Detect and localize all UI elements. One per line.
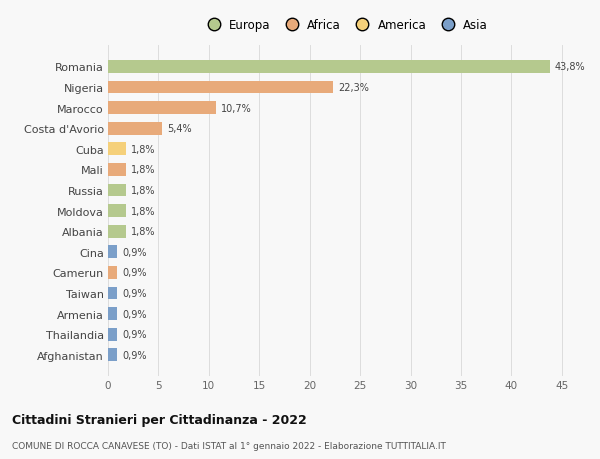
Bar bbox=[108, 225, 126, 238]
Bar bbox=[108, 205, 126, 218]
Text: COMUNE DI ROCCA CANAVESE (TO) - Dati ISTAT al 1° gennaio 2022 - Elaborazione TUT: COMUNE DI ROCCA CANAVESE (TO) - Dati IST… bbox=[12, 441, 446, 450]
Text: Cittadini Stranieri per Cittadinanza - 2022: Cittadini Stranieri per Cittadinanza - 2… bbox=[12, 413, 307, 426]
Bar bbox=[108, 349, 117, 361]
Bar bbox=[108, 81, 333, 94]
Legend: Europa, Africa, America, Asia: Europa, Africa, America, Asia bbox=[199, 16, 491, 35]
Bar bbox=[108, 328, 117, 341]
Text: 0,9%: 0,9% bbox=[122, 350, 146, 360]
Bar bbox=[108, 61, 550, 73]
Text: 43,8%: 43,8% bbox=[555, 62, 586, 72]
Bar bbox=[108, 246, 117, 258]
Bar bbox=[108, 123, 163, 135]
Text: 5,4%: 5,4% bbox=[167, 124, 192, 134]
Text: 22,3%: 22,3% bbox=[338, 83, 369, 93]
Text: 0,9%: 0,9% bbox=[122, 268, 146, 278]
Text: 0,9%: 0,9% bbox=[122, 309, 146, 319]
Bar bbox=[108, 184, 126, 197]
Text: 0,9%: 0,9% bbox=[122, 288, 146, 298]
Text: 10,7%: 10,7% bbox=[221, 103, 252, 113]
Text: 0,9%: 0,9% bbox=[122, 330, 146, 339]
Text: 0,9%: 0,9% bbox=[122, 247, 146, 257]
Bar bbox=[108, 102, 216, 115]
Text: 1,8%: 1,8% bbox=[131, 165, 155, 175]
Bar bbox=[108, 308, 117, 320]
Text: 1,8%: 1,8% bbox=[131, 185, 155, 196]
Text: 1,8%: 1,8% bbox=[131, 206, 155, 216]
Bar bbox=[108, 287, 117, 300]
Text: 1,8%: 1,8% bbox=[131, 145, 155, 155]
Bar bbox=[108, 164, 126, 176]
Bar bbox=[108, 266, 117, 279]
Text: 1,8%: 1,8% bbox=[131, 227, 155, 237]
Bar bbox=[108, 143, 126, 156]
